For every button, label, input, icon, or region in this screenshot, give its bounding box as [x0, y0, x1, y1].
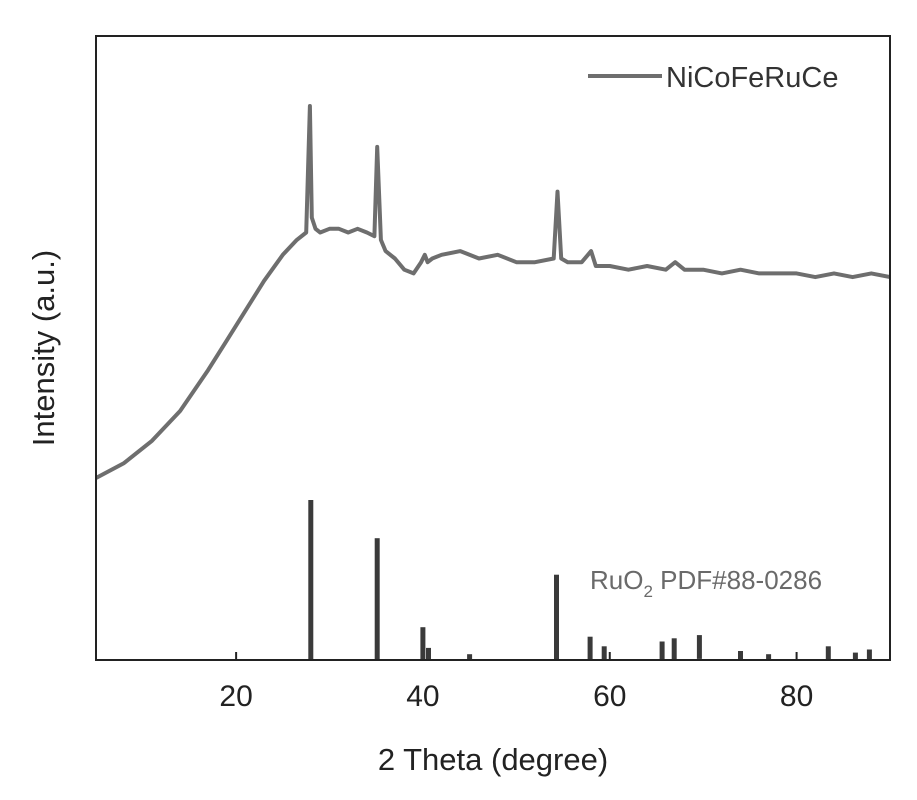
x-axis-title: 2 Theta (degree) [378, 742, 608, 777]
reference-peak-1 [375, 538, 380, 659]
reference-peak-10 [697, 635, 702, 659]
reference-peak-9 [672, 638, 677, 659]
reference-peak-14 [853, 653, 858, 659]
series-line-nicoferuce [96, 106, 890, 478]
reference-peak-2 [420, 627, 425, 659]
reference-peak-7 [602, 646, 607, 659]
x-tick-label-60: 60 [593, 680, 626, 713]
reference-peak-5 [554, 575, 559, 659]
reference-peak-3 [426, 648, 431, 659]
reference-peak-11 [738, 651, 743, 659]
reference-peak-8 [660, 642, 665, 660]
reference-label: RuO2 PDF#88-0286 [590, 565, 822, 601]
x-tick-label-80: 80 [780, 680, 813, 713]
reference-peak-4 [467, 654, 472, 659]
reference-peak-15 [867, 650, 872, 660]
reference-peak-0 [308, 500, 313, 659]
x-ticks: 20 40 60 80 [219, 652, 813, 713]
reference-peak-13 [826, 646, 831, 659]
y-axis-title: Intensity (a.u.) [26, 250, 61, 446]
x-tick-label-20: 20 [219, 680, 252, 713]
reference-peak-12 [766, 654, 771, 659]
legend-label-nicoferuce: NiCoFeRuCe [666, 62, 838, 94]
reference-peak-6 [588, 637, 593, 659]
legend: NiCoFeRuCe [588, 62, 838, 94]
x-tick-label-40: 40 [406, 680, 439, 713]
